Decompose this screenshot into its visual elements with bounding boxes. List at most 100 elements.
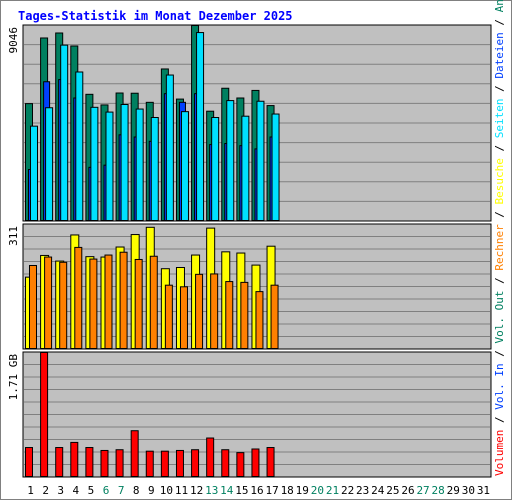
rechner-bar — [104, 254, 113, 350]
rechner-bar — [59, 261, 68, 349]
x-tick-label: 26 — [401, 484, 414, 497]
x-tick-label: 28 — [432, 484, 445, 497]
x-tick-label: 2 — [42, 484, 49, 497]
seiten-bar — [150, 116, 159, 221]
x-tick-label: 23 — [356, 484, 369, 497]
x-tick-label: 1 — [27, 484, 34, 497]
chart-title: Tages-Statistik im Monat Dezember 2025 — [18, 9, 293, 23]
x-tick-label: 3 — [57, 484, 64, 497]
volumen-bar — [191, 449, 200, 478]
rechner-bar — [240, 281, 249, 349]
volumen-bar — [115, 449, 124, 478]
seiten-bar — [226, 100, 235, 221]
x-tick-label: 10 — [160, 484, 173, 497]
y-axis-max-label: 9046 — [7, 27, 20, 54]
rechner-bar — [119, 251, 128, 350]
rechner-bar — [149, 255, 158, 349]
rechner-bar — [44, 256, 53, 350]
x-tick-label: 15 — [235, 484, 248, 497]
x-tick-label: 19 — [296, 484, 309, 497]
volumen-bar — [40, 352, 49, 477]
legend-rechner: Rechner — [493, 224, 506, 271]
volumen-bar — [236, 452, 245, 478]
legend-anfragen: Anfragen — [493, 0, 506, 12]
legend-separator: / — [493, 410, 506, 430]
rechner-bar — [89, 258, 98, 349]
x-tick-label: 25 — [386, 484, 399, 497]
seiten-bar — [241, 115, 250, 221]
seiten-bar — [45, 107, 54, 221]
seiten-bar — [105, 111, 114, 221]
seiten-bar — [135, 108, 144, 221]
x-tick-label: 20 — [311, 484, 324, 497]
x-tick-label: 6 — [103, 484, 110, 497]
rechner-bar — [179, 286, 188, 350]
volumen-bar — [221, 449, 230, 478]
rechner-bar — [74, 246, 83, 350]
seiten-bar — [211, 116, 220, 221]
seiten-bar — [271, 113, 280, 221]
volumen-bar — [70, 441, 79, 478]
rechner-bar — [134, 258, 143, 349]
legend-separator: / — [493, 138, 506, 158]
x-tick-label: 29 — [447, 484, 460, 497]
x-tick-label: 13 — [205, 484, 218, 497]
rechner-bar — [164, 284, 173, 349]
volumen-bar — [206, 437, 215, 477]
x-tick-label: 17 — [265, 484, 278, 497]
x-tick-label: 14 — [220, 484, 234, 497]
rechner-bar — [270, 284, 279, 349]
seiten-bar — [120, 103, 129, 221]
legend-separator: / — [493, 204, 506, 224]
volumen-bar — [55, 447, 64, 477]
rechner-bar — [210, 273, 219, 349]
x-tick-label: 24 — [371, 484, 385, 497]
right-legend: Volumen / Vol. In / Vol. Out / Rechner /… — [493, 0, 506, 476]
legend-separator: / — [493, 344, 506, 364]
x-tick-label: 16 — [250, 484, 263, 497]
seiten-bar — [165, 74, 174, 222]
seiten-bar — [196, 32, 205, 222]
volumen-bar — [160, 450, 169, 477]
x-tick-label: 18 — [281, 484, 294, 497]
legend-vol-in: Vol. In — [493, 363, 506, 409]
volumen-bar — [25, 447, 33, 477]
legend-volumen: Volumen — [493, 430, 506, 476]
x-tick-label: 9 — [148, 484, 155, 497]
rechner-bar — [255, 291, 264, 350]
legend-vol-out: Vol. Out — [493, 291, 506, 344]
volumen-bar — [100, 449, 109, 477]
x-tick-label: 30 — [462, 484, 475, 497]
legend-separator: / — [493, 79, 506, 99]
seiten-bar — [90, 106, 99, 221]
seiten-bar — [75, 71, 84, 222]
y-axis-max-label: 311 — [7, 226, 20, 246]
x-tick-label: 21 — [326, 484, 339, 497]
legend-separator: / — [493, 271, 506, 291]
volumen-bar — [266, 447, 275, 477]
volumen-bar — [130, 430, 139, 477]
rechner-bar — [195, 273, 204, 350]
rechner-bar — [29, 264, 37, 350]
x-tick-label: 27 — [416, 484, 429, 497]
seiten-bar — [256, 100, 265, 221]
volumen-bar — [175, 449, 184, 477]
x-tick-label: 22 — [341, 484, 354, 497]
volumen-bar — [145, 450, 154, 477]
y-axis-max-label: 1.71 GB — [7, 354, 20, 401]
legend-separator: / — [493, 12, 506, 32]
volumen-bar — [85, 447, 94, 477]
x-tick-label: 5 — [88, 484, 95, 497]
volumen-bar — [251, 448, 260, 478]
legend-seiten: Seiten — [493, 98, 506, 138]
x-tick-label: 12 — [190, 484, 203, 497]
legend-dateien: Dateien — [493, 32, 506, 78]
x-tick-label: 8 — [133, 484, 140, 497]
x-tick-label: 7 — [118, 484, 125, 497]
legend-besuche: Besuche — [493, 158, 506, 204]
x-tick-label: 11 — [175, 484, 188, 497]
x-tick-label: 4 — [73, 484, 80, 497]
x-tick-label: 31 — [477, 484, 490, 497]
